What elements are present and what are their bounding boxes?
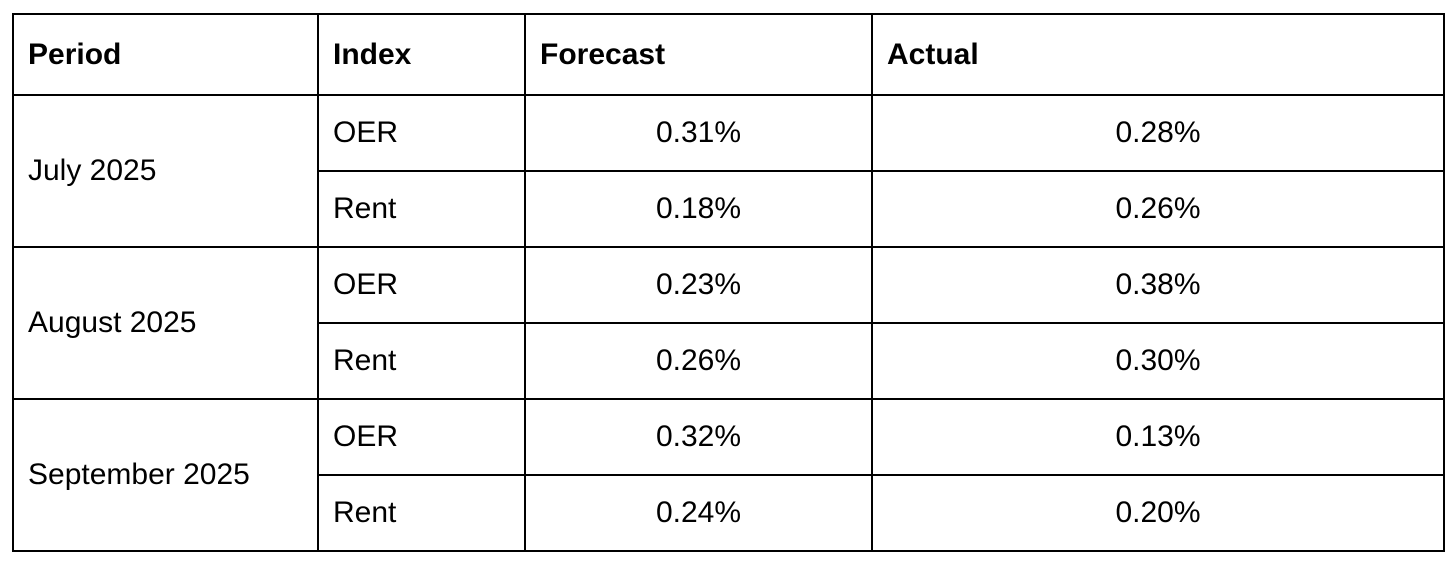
forecast-cell: 0.31% [524, 94, 873, 172]
index-cell: Rent [317, 322, 526, 400]
table-body: July 2025 OER 0.31% 0.28% Rent 0.18% 0.26% Augu… [12, 94, 1445, 552]
index-cell: Rent [317, 474, 526, 552]
actual-cell: 0.13% [871, 398, 1445, 476]
actual-cell: 0.26% [871, 170, 1445, 248]
actual-cell: 0.20% [871, 474, 1445, 552]
table-row: Rent 0.18% 0.26% [13, 170, 1445, 248]
column-header: Forecast [524, 13, 873, 96]
column-header: Period [12, 13, 319, 96]
index-cell: OER [317, 94, 526, 172]
data-table: Period Index Forecast Actual July 2025 OER 0.… [12, 13, 1445, 552]
table-row: August 2025 OER 0.23% 0.38% [12, 246, 1445, 400]
index-cell: OER [317, 398, 526, 476]
table-row: September 2025 OER 0.32% 0.13% [12, 398, 1445, 552]
table-row: July 2025 OER 0.31% 0.28% [12, 94, 1445, 248]
table-row: Rent 0.24% 0.20% [13, 474, 1445, 552]
actual-cell: 0.28% [871, 94, 1445, 172]
forecast-cell: 0.18% [524, 170, 873, 248]
forecast-cell: 0.26% [524, 322, 873, 400]
forecast-cell: 0.23% [524, 246, 873, 324]
actual-cell: 0.38% [871, 246, 1445, 324]
actual-cell: 0.30% [871, 322, 1445, 400]
period-cell: August 2025 [12, 246, 319, 400]
table-row: Rent 0.26% 0.30% [13, 322, 1445, 400]
forecast-cell: 0.24% [524, 474, 873, 552]
period-cell: September 2025 [12, 398, 319, 552]
header-row: Period Index Forecast Actual [12, 13, 1445, 96]
index-cell: OER [317, 246, 526, 324]
column-header: Actual [871, 13, 1445, 96]
index-cell: Rent [317, 170, 526, 248]
column-header: Index [317, 13, 526, 96]
period-cell: July 2025 [12, 94, 319, 248]
forecast-cell: 0.32% [524, 398, 873, 476]
